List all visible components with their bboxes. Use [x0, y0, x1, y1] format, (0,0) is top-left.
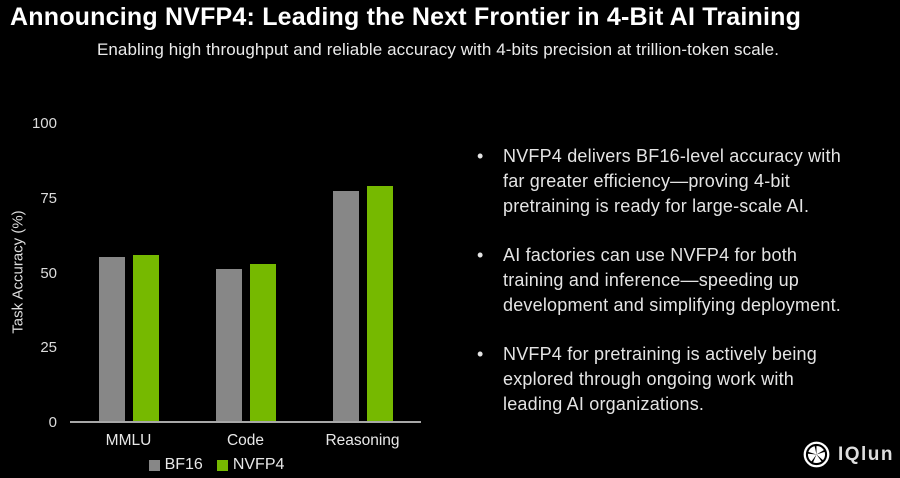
bullet-list: • NVFP4 delivers BF16-level accuracy wit… [477, 144, 897, 441]
legend-swatch [216, 459, 228, 471]
bullet-item: • NVFP4 delivers BF16-level accuracy wit… [477, 144, 897, 219]
plot-area [70, 124, 421, 423]
page-subtitle: Enabling high throughput and reliable ac… [96, 40, 780, 59]
legend-item: BF16 [148, 456, 203, 474]
category-label: Reasoning [325, 432, 400, 449]
chart-legend: BF16 NVFP4 [0, 456, 433, 474]
x-axis-labels: MMLU Code Reasoning [70, 432, 421, 450]
watermark-label: IQlun [837, 443, 894, 465]
bullet-text: AI factories can use NVFP4 for both trai… [503, 245, 841, 315]
bullet-text: NVFP4 for pretraining is actively being … [503, 344, 817, 414]
legend-label: BF16 [164, 456, 203, 473]
legend-item: NVFP4 [216, 456, 285, 474]
bullet-text: NVFP4 delivers BF16-level accuracy with … [503, 146, 841, 216]
bullet-item: • AI factories can use NVFP4 for both tr… [477, 243, 897, 318]
bar-nvfp4-mmlu [132, 255, 159, 421]
y-tick-label: 50 [40, 264, 57, 282]
bar-nvfp4-reasoning [366, 186, 393, 421]
category-label: Code [226, 432, 265, 449]
bar-group [98, 124, 159, 421]
bar-bf16-reasoning [332, 190, 359, 421]
bullet-item: • NVFP4 for pretraining is actively bein… [477, 342, 897, 417]
legend-label: NVFP4 [232, 456, 285, 473]
y-tick-label: 0 [48, 414, 57, 431]
bar-group [332, 124, 393, 421]
aperture-icon [803, 441, 830, 468]
bullet-marker: • [477, 146, 484, 166]
bullet-marker: • [477, 344, 484, 364]
category-label: MMLU [105, 432, 152, 449]
y-tick-label: 25 [40, 339, 57, 357]
bar-group [215, 124, 276, 421]
legend-swatch [148, 459, 160, 471]
bullet-marker: • [477, 245, 484, 265]
bar-chart: Task Accuracy (%) MMLU Code Reasoning BF16… [0, 115, 433, 474]
watermark: IQlun [803, 441, 894, 468]
page-title: Announcing NVFP4: Leading the Next Front… [10, 3, 802, 31]
y-tick-label: 100 [31, 115, 57, 132]
bar-nvfp4-code [249, 264, 276, 421]
y-tick-label: 75 [40, 189, 57, 207]
bar-bf16-mmlu [98, 256, 125, 421]
bar-bf16-code [215, 268, 242, 421]
